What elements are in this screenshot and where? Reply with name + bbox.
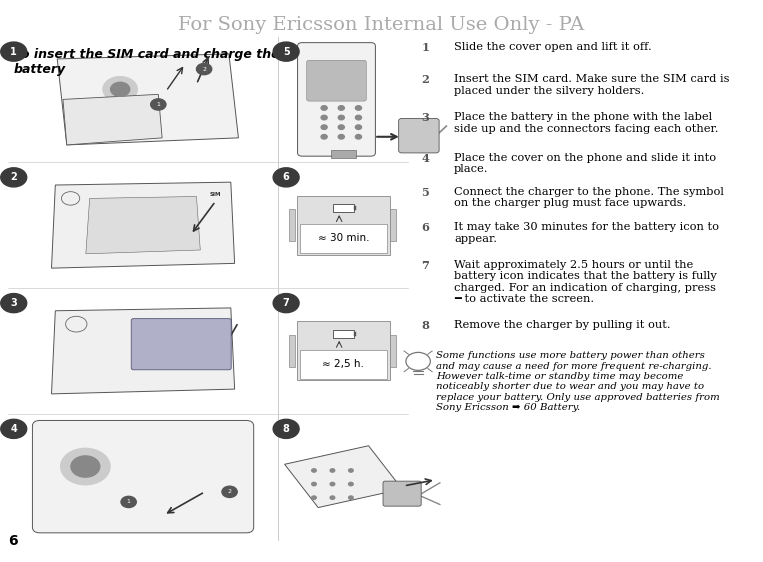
FancyBboxPatch shape: [300, 224, 387, 253]
Circle shape: [197, 64, 212, 75]
Circle shape: [330, 482, 335, 486]
Text: 1: 1: [11, 47, 17, 57]
Text: ≈ 2,5 h.: ≈ 2,5 h.: [323, 359, 364, 369]
Circle shape: [356, 106, 362, 110]
Circle shape: [151, 99, 166, 110]
Circle shape: [273, 293, 299, 312]
Text: Connect the charger to the phone. The symbol
on the charger plug must face upwar: Connect the charger to the phone. The sy…: [454, 187, 724, 208]
Text: 3: 3: [421, 112, 429, 124]
FancyBboxPatch shape: [354, 206, 356, 210]
Text: 1: 1: [156, 102, 160, 107]
Text: ≈ 30 min.: ≈ 30 min.: [317, 233, 369, 243]
Text: 1: 1: [127, 500, 130, 505]
Circle shape: [338, 125, 344, 129]
FancyBboxPatch shape: [131, 319, 231, 370]
Circle shape: [273, 419, 299, 438]
Text: 5: 5: [421, 187, 429, 198]
Circle shape: [349, 469, 353, 472]
Circle shape: [338, 106, 344, 110]
Circle shape: [60, 448, 110, 485]
Circle shape: [349, 496, 353, 500]
Text: Slide the cover open and lift it off.: Slide the cover open and lift it off.: [454, 42, 652, 52]
Text: To insert the SIM card and charge the
battery: To insert the SIM card and charge the ba…: [14, 48, 279, 76]
Circle shape: [121, 496, 137, 507]
Circle shape: [1, 293, 27, 312]
FancyBboxPatch shape: [331, 149, 356, 158]
Circle shape: [312, 469, 317, 472]
Circle shape: [356, 115, 362, 120]
Text: 2: 2: [202, 66, 206, 71]
Circle shape: [349, 482, 353, 486]
Text: 2: 2: [11, 173, 17, 182]
Text: For Sony Ericsson Internal Use Only - PA: For Sony Ericsson Internal Use Only - PA: [179, 16, 584, 34]
Circle shape: [1, 42, 27, 61]
Text: 8: 8: [282, 424, 290, 434]
Circle shape: [321, 106, 327, 110]
Circle shape: [321, 134, 327, 139]
Circle shape: [330, 496, 335, 500]
FancyBboxPatch shape: [298, 43, 375, 156]
FancyBboxPatch shape: [333, 330, 354, 338]
Circle shape: [1, 168, 27, 187]
Text: 8: 8: [421, 320, 429, 332]
Polygon shape: [285, 446, 402, 507]
Circle shape: [356, 134, 362, 139]
Circle shape: [330, 469, 335, 472]
Text: 5: 5: [283, 47, 289, 57]
FancyBboxPatch shape: [383, 481, 421, 506]
Circle shape: [103, 76, 137, 102]
Text: 4: 4: [11, 424, 17, 434]
FancyBboxPatch shape: [32, 420, 253, 533]
FancyBboxPatch shape: [298, 321, 390, 380]
Text: Place the battery in the phone with the label
side up and the connectors facing : Place the battery in the phone with the …: [454, 112, 719, 134]
Circle shape: [111, 82, 130, 96]
Circle shape: [321, 125, 327, 129]
Circle shape: [222, 486, 237, 497]
Circle shape: [312, 496, 317, 500]
FancyBboxPatch shape: [354, 332, 356, 336]
Text: SIM: SIM: [210, 192, 221, 197]
Text: 7: 7: [421, 260, 429, 271]
FancyBboxPatch shape: [298, 196, 390, 255]
FancyBboxPatch shape: [288, 335, 295, 367]
Text: 4: 4: [421, 153, 429, 164]
Polygon shape: [57, 54, 238, 145]
FancyBboxPatch shape: [333, 204, 354, 212]
Polygon shape: [85, 197, 200, 254]
Polygon shape: [52, 308, 235, 394]
Circle shape: [338, 115, 344, 120]
Text: 7: 7: [283, 298, 289, 308]
Text: Insert the SIM card. Make sure the SIM card is
placed under the silvery holders.: Insert the SIM card. Make sure the SIM c…: [454, 74, 729, 96]
Polygon shape: [63, 94, 162, 145]
Circle shape: [1, 419, 27, 438]
Circle shape: [273, 42, 299, 61]
Text: 1: 1: [421, 42, 429, 53]
Circle shape: [312, 482, 317, 486]
FancyBboxPatch shape: [390, 335, 396, 367]
Text: Some functions use more battery power than others
and may cause a need for more : Some functions use more battery power th…: [436, 351, 720, 413]
Text: 6: 6: [8, 534, 18, 548]
Text: Wait approximately 2.5 hours or until the
battery icon indicates that the batter: Wait approximately 2.5 hours or until th…: [454, 260, 716, 305]
Text: It may take 30 minutes for the battery icon to
appear.: It may take 30 minutes for the battery i…: [454, 222, 719, 243]
FancyBboxPatch shape: [288, 209, 295, 242]
Text: 2: 2: [421, 74, 429, 85]
Circle shape: [338, 134, 344, 139]
Circle shape: [273, 168, 299, 187]
FancyBboxPatch shape: [398, 119, 439, 153]
Text: 6: 6: [421, 222, 429, 233]
Circle shape: [71, 456, 100, 477]
Circle shape: [356, 125, 362, 129]
Text: Place the cover on the phone and slide it into
place.: Place the cover on the phone and slide i…: [454, 153, 716, 174]
Text: 3: 3: [11, 298, 17, 308]
Text: 6: 6: [283, 173, 289, 182]
Polygon shape: [52, 182, 235, 268]
Circle shape: [321, 115, 327, 120]
Text: Remove the charger by pulling it out.: Remove the charger by pulling it out.: [454, 320, 671, 330]
FancyBboxPatch shape: [300, 350, 387, 379]
FancyBboxPatch shape: [307, 60, 366, 101]
FancyBboxPatch shape: [390, 209, 396, 242]
Text: 2: 2: [227, 490, 232, 495]
